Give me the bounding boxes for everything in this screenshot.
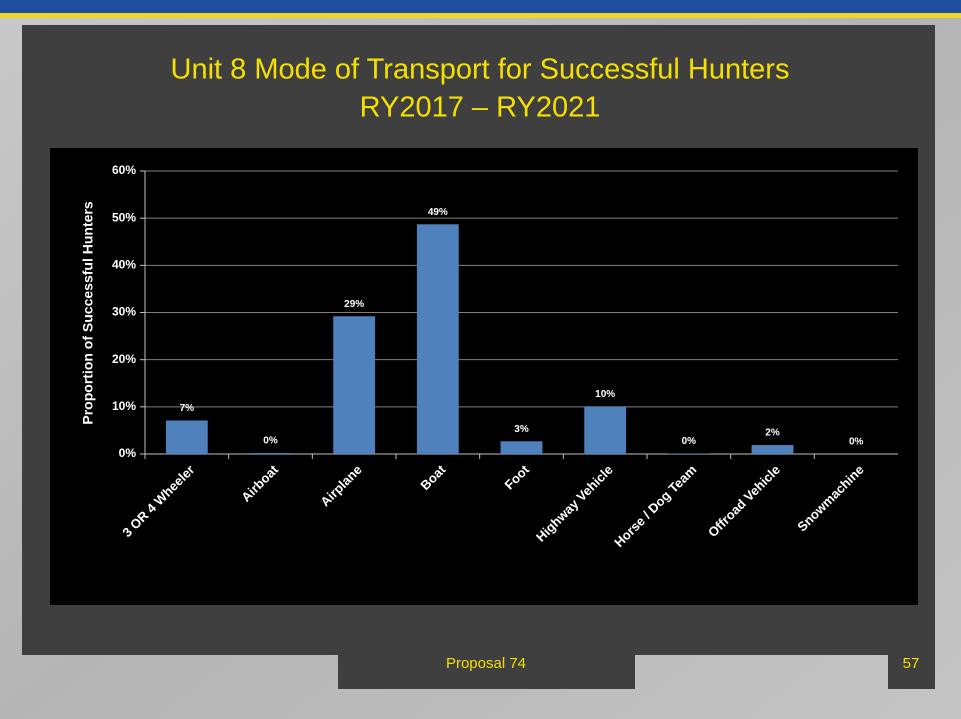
footer-text: Proposal 74 <box>446 655 526 672</box>
y-tick-label: 20% <box>112 352 136 366</box>
chart: Proportion of Successful Hunters 0% 10% 20… <box>50 148 918 605</box>
top-bar <box>0 0 961 13</box>
data-label: 49% <box>428 207 448 218</box>
data-label: 0% <box>263 436 278 447</box>
y-tick-label: 50% <box>112 210 136 224</box>
page-number-box <box>888 639 935 689</box>
top-stripe <box>0 13 961 18</box>
data-label: 10% <box>595 389 615 400</box>
chart-area <box>50 148 918 605</box>
data-label: 3% <box>514 424 529 435</box>
data-label: 2% <box>765 428 780 439</box>
y-tick-label: 0% <box>119 446 137 460</box>
y-tick-label: 30% <box>112 305 136 319</box>
page-number: 57 <box>903 655 920 672</box>
subtitle: RY2017 – RY2021 <box>360 92 601 124</box>
y-tick-label: 60% <box>112 163 136 177</box>
bar <box>751 445 794 454</box>
y-axis-label: Proportion of Successful Hunters <box>80 201 96 424</box>
bar <box>249 453 292 454</box>
bar <box>416 224 459 454</box>
y-tick-label: 10% <box>112 399 136 413</box>
footer-box <box>338 639 635 689</box>
data-label: 7% <box>180 403 195 414</box>
data-label: 29% <box>344 299 364 310</box>
bar <box>165 420 208 454</box>
y-tick-label: 40% <box>112 258 136 272</box>
bar <box>500 441 543 454</box>
title: Unit 8 Mode of Transport for Successful … <box>171 54 790 86</box>
bar <box>584 406 627 454</box>
data-label: 0% <box>849 437 864 448</box>
bar <box>333 316 376 454</box>
data-label: 0% <box>682 436 697 447</box>
